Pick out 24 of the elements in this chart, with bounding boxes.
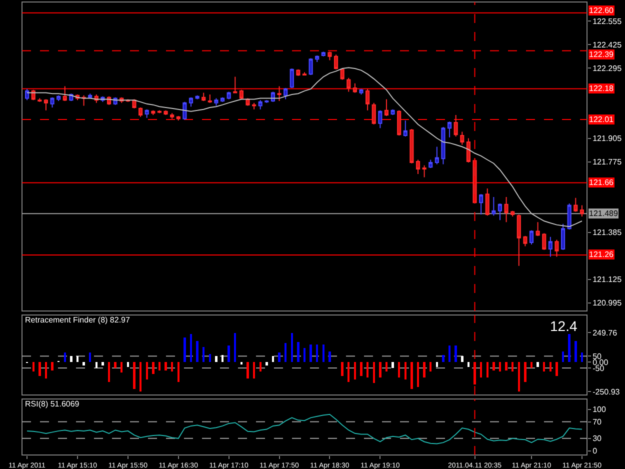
ref-line-label: 122.60 bbox=[589, 6, 614, 15]
chart-title: RSI(8) 51.6069 bbox=[25, 400, 80, 409]
y-tick-label: 121.775 bbox=[592, 158, 622, 167]
annotation: 12.4 bbox=[550, 318, 578, 334]
ref-line-label: 121.489 bbox=[589, 209, 618, 218]
ref-line-label: 121.66 bbox=[589, 178, 614, 187]
y-tick-label: 122.425 bbox=[592, 40, 622, 50]
ref-line-label: 121.26 bbox=[589, 250, 614, 259]
ref-line-label: 122.18 bbox=[589, 84, 614, 93]
y-tick-label: 121.905 bbox=[592, 134, 622, 144]
y-tick-label: 70 bbox=[592, 418, 602, 427]
y-tick-label: 121.385 bbox=[592, 228, 622, 238]
y-tick-label: 249.76 bbox=[592, 328, 618, 338]
y-tick-label: 100 bbox=[592, 405, 606, 414]
y-tick-label: 0 bbox=[592, 446, 598, 456]
y-tick-label: 30 bbox=[592, 434, 602, 444]
chart-title: Retracement Finder (8) 82.97 bbox=[25, 316, 130, 325]
ref-line-label: 122.39 bbox=[589, 50, 614, 59]
y-tick-label: -250.93 bbox=[592, 387, 620, 396]
ref-line-label: 122.01 bbox=[589, 115, 614, 124]
y-tick-label: 122.555 bbox=[592, 16, 622, 26]
y-tick-label: 120.995 bbox=[592, 298, 622, 308]
y-tick-label: 122.295 bbox=[592, 64, 622, 73]
y-tick-label: 121.125 bbox=[592, 275, 622, 284]
